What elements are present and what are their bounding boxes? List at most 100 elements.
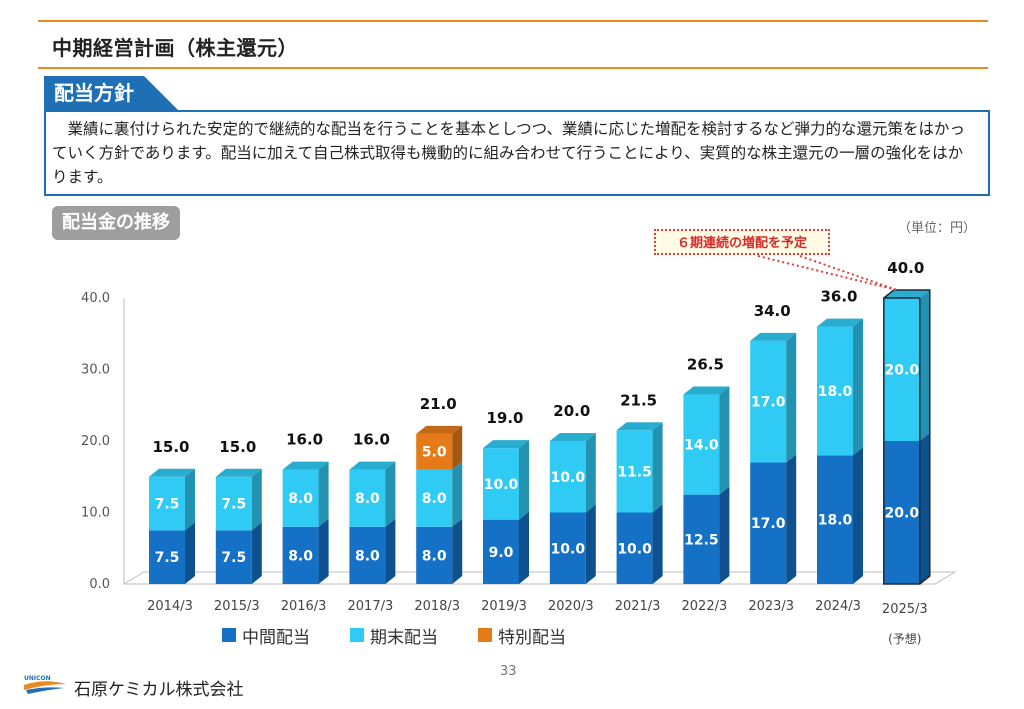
bar-top-face [349,461,396,470]
x-tick-label: 2020/3 [548,599,594,614]
bar-segment-interim-side [519,511,529,584]
x-tick-label: 2014/3 [147,599,193,614]
bar-segment-year-end [883,298,920,441]
data-label: 9.0 [489,545,514,561]
bar-segment-year-end [349,469,386,527]
bar-segment-year-end-side [652,422,663,513]
bar-segment-year-end [215,476,252,531]
data-label: 20.0 [885,363,920,379]
bar-top-face [817,318,863,327]
x-tick-label: 2022/3 [682,599,728,614]
data-label: 18.0 [818,384,853,400]
legend-label-year-end: 期末配当 [370,627,438,648]
bar-segment-year-end [616,430,653,513]
company-logo: UNICON [24,675,66,694]
bar-segment-year-end-side [786,332,797,463]
title-rule [38,67,988,69]
legend-swatch-special [478,628,492,642]
callout-connector [757,255,898,291]
data-label: 17.0 [751,395,786,411]
bar-segment-interim-side [585,504,596,584]
bar-segment-year-end-side [585,433,596,513]
bar-segment-interim-side [318,518,329,584]
page-number: 33 [500,664,517,679]
x-tick-label: 2015/3 [214,599,260,614]
bar-segment-interim-side [185,522,195,584]
x-tick-label: 2021/3 [615,599,661,614]
bar-top-face [683,386,730,395]
x-tick-label: 2018/3 [414,599,460,614]
svg-text:UNICON: UNICON [24,675,51,682]
total-label: 16.0 [353,431,390,449]
bar-segment-year-end [683,394,720,495]
total-label: 21.0 [420,395,457,413]
bar-top-face [549,433,596,441]
total-label: 36.0 [820,288,857,306]
x-tick-label: 2019/3 [481,599,527,614]
bar-segment-interim [349,526,386,584]
bar-segment-year-end [282,469,319,527]
total-label: 16.0 [286,431,323,449]
bar-segment-interim-side [251,522,262,584]
bar-segment-interim-side [919,433,930,584]
bar-segment-interim-side [652,504,663,584]
bar-segment-year-end-side [853,318,863,456]
x-tick-label: 2024/3 [815,599,861,614]
section-label: 配当金の推移 [52,206,180,240]
top-rule [38,20,988,22]
policy-heading: 配当方針 [44,76,178,110]
bar-top-face [616,422,663,431]
bar-segment-year-end [549,441,586,513]
forecast-outline [883,289,931,585]
data-label: 11.5 [617,464,652,480]
bar-segment-interim [883,441,920,584]
data-label: 8.0 [355,548,380,564]
y-tick-label: 0.0 [89,577,110,592]
bar-segment-year-end [817,326,853,456]
total-label: 15.0 [219,438,256,456]
bar-segment-year-end-side [251,468,262,531]
total-label: 21.5 [620,391,657,409]
bar-segment-interim-side [385,518,396,584]
bar-segment-year-end-side [318,461,329,527]
x-tick-label: 2017/3 [348,599,394,614]
legend-item-year-end: 期末配当 [350,624,438,648]
data-label: 10.0 [617,541,652,557]
bar-segment-special-side [452,425,463,470]
total-label: 34.0 [754,302,791,320]
bar-top-face [282,461,329,470]
data-label: 14.0 [684,438,719,454]
bar-segment-interim [149,530,185,584]
data-label: 10.0 [551,541,586,557]
bar-top-face [750,332,797,341]
data-label: 10.0 [484,477,519,493]
policy-box [44,110,990,196]
x-tick-label: 2023/3 [748,599,794,614]
bar-segment-year-end-side [185,468,195,531]
bar-segment-interim-side [452,518,463,584]
data-label: 17.0 [751,516,786,532]
x-tick-note: (予想) [888,631,921,646]
data-label: 8.0 [355,491,380,507]
bar-segment-year-end [416,469,453,527]
bar-segment-interim [549,512,586,584]
bar-segment-interim [683,494,720,584]
bar-segment-interim [416,526,453,584]
data-label: 7.5 [155,550,180,566]
unit-label: （単位：円） [897,221,976,236]
policy-text: 業績に裏付けられた安定的で継続的な配当を行うことを基本としつつ、業績に応じた増配… [52,120,965,186]
bar-segment-interim [750,462,787,584]
data-label: 7.5 [221,550,246,566]
total-label: 26.5 [687,356,724,374]
bar-segment-interim [483,519,519,584]
bar-top-face [149,468,195,477]
legend-label-special: 特別配当 [498,627,566,648]
bar-segment-year-end-side [519,440,529,520]
total-label: 20.0 [553,402,590,420]
bar-segment-year-end-side [719,386,730,495]
bar-top-face [883,290,930,298]
legend-item-interim: 中間配当 [222,624,310,648]
data-label: 18.0 [818,513,853,529]
legend-label-interim: 中間配当 [242,627,310,648]
